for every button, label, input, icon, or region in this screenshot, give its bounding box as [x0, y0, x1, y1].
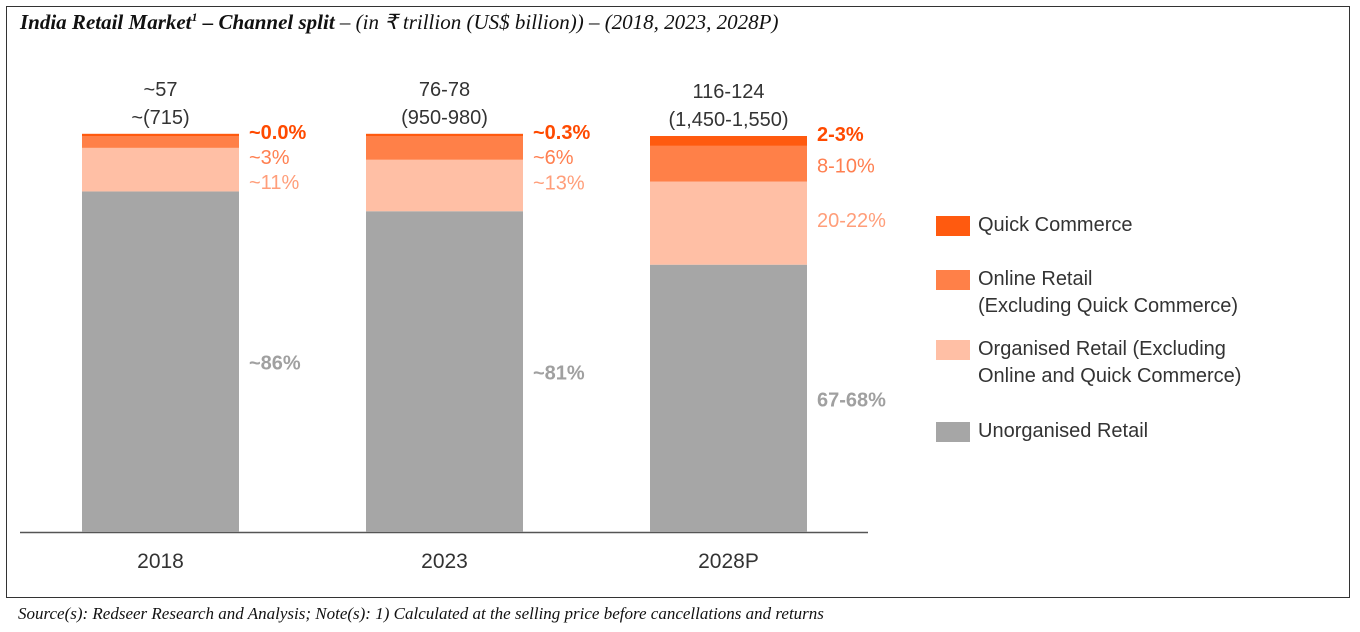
data-label-organised-2028P: 20-22%	[817, 210, 886, 232]
bar-segment-2028P-2	[650, 145, 807, 182]
legend-label: Organised Retail (Excluding Online and Q…	[978, 338, 1242, 387]
chart-title: India Retail Market1 – Channel split – (…	[20, 10, 779, 35]
bar-segment-2028P-0	[650, 264, 807, 532]
bar-segment-2023-1	[366, 159, 523, 212]
x-tick-label-2018: 2018	[137, 550, 184, 573]
legend-label: Quick Commerce	[978, 214, 1133, 236]
legend-swatch	[936, 270, 970, 290]
title-main: India Retail Market	[20, 10, 192, 34]
bar-segment-2018-0	[82, 191, 239, 532]
total-label-usd-2028P: (1,450-1,550)	[668, 109, 788, 131]
bar-segment-2023-2	[366, 136, 523, 160]
total-label-usd-2023: (950-980)	[401, 107, 488, 129]
legend-swatch	[936, 340, 970, 360]
legend-item: Unorganised Retail	[936, 420, 1336, 445]
data-label-online-2023: ~6%	[533, 147, 574, 169]
legend-label: Unorganised Retail	[978, 420, 1149, 442]
title-bold-tail: – Channel split	[197, 10, 335, 34]
chart-frame	[6, 6, 1350, 598]
legend-swatch	[936, 422, 970, 442]
title-rest: – (in ₹ trillion (US$ billion)) – (2018,…	[334, 10, 779, 34]
x-tick-label-2023: 2023	[421, 550, 468, 573]
bar-segment-2018-2	[82, 136, 239, 148]
bar-segment-2023-0	[366, 211, 523, 533]
total-label-2018: ~57	[144, 79, 178, 101]
bar-segment-2023-3	[366, 133, 523, 136]
data-label-unorganised-2023: ~81%	[533, 363, 585, 385]
total-label-2028P: 116-124	[693, 81, 765, 103]
data-label-organised-2018: ~11%	[249, 172, 299, 194]
bar-segment-2028P-3	[650, 136, 807, 146]
data-label-unorganised-2028P: 67-68%	[817, 389, 886, 411]
data-label-quick-2028P: 2-3%	[817, 124, 864, 146]
total-label-2023: 76-78	[419, 79, 470, 101]
legend-item: Online Retail (Excluding Quick Commerce)	[936, 268, 1336, 320]
bar-segment-2028P-1	[650, 181, 807, 265]
legend-swatch	[936, 216, 970, 236]
legend-label: Online Retail (Excluding Quick Commerce)	[978, 268, 1239, 317]
data-label-online-2018: ~3%	[249, 147, 290, 169]
data-label-quick-2018: ~0.0%	[249, 122, 306, 144]
title-superscript: 1	[191, 10, 198, 24]
data-label-online-2028P: 8-10%	[817, 156, 875, 178]
legend-item: Quick Commerce	[936, 214, 1336, 239]
source-note: Source(s): Redseer Research and Analysis…	[18, 604, 824, 623]
total-label-usd-2018: ~(715)	[131, 107, 189, 129]
data-label-organised-2023: ~13%	[533, 173, 585, 195]
bar-segment-2018-1	[82, 147, 239, 192]
data-label-unorganised-2018: ~86%	[249, 353, 301, 375]
data-label-quick-2023: ~0.3%	[533, 122, 590, 144]
x-tick-label-2028P: 2028P	[698, 550, 759, 573]
bar-segment-2018-3	[82, 133, 239, 136]
legend-item: Organised Retail (Excluding Online and Q…	[936, 338, 1336, 390]
